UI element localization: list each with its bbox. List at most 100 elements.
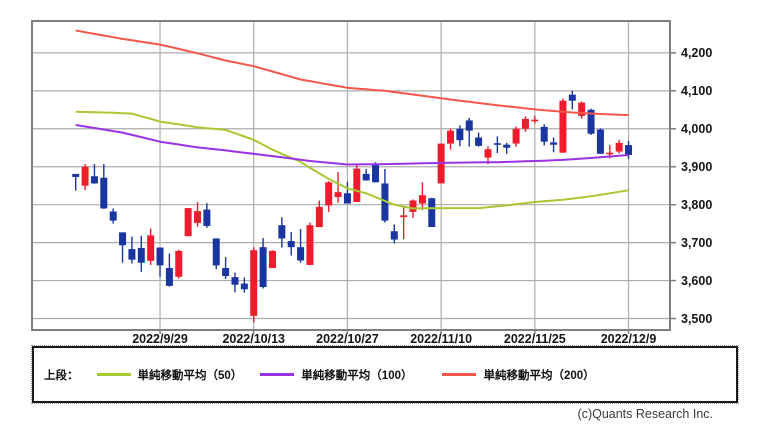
- candle-wick: [468, 117, 470, 147]
- y-axis-label: 4,000: [681, 121, 713, 136]
- candle-body: [231, 277, 239, 285]
- candle-body: [531, 119, 539, 122]
- candle: [315, 200, 323, 228]
- candle: [521, 116, 529, 132]
- x-axis-label: 2022/10/27: [316, 332, 379, 346]
- candle: [72, 173, 80, 191]
- candle: [540, 124, 548, 146]
- sma50-legend-line-icon: [96, 373, 131, 376]
- candle: [493, 136, 501, 154]
- candle-body: [587, 109, 595, 134]
- candle: [606, 145, 614, 159]
- candle-wick: [299, 228, 302, 263]
- y-axis-label: 3,700: [681, 235, 713, 250]
- candle: [362, 169, 370, 181]
- x-axis: 2022/9/29 2022/10/13 2022/10/27 2022/11/10 2…: [0, 332, 760, 348]
- candle: [147, 228, 155, 266]
- sma100-legend-line-icon: [260, 373, 295, 376]
- candle: [568, 90, 576, 110]
- candle: [381, 169, 389, 223]
- candle: [175, 249, 183, 279]
- candle: [222, 257, 230, 280]
- sma50-legend-label: 単純移動平均（50）: [137, 369, 243, 382]
- candle-wick: [346, 181, 349, 204]
- candle-body: [484, 149, 492, 158]
- x-axis-label: 2022/10/13: [222, 332, 285, 346]
- candle-wick: [402, 206, 405, 240]
- candle: [119, 232, 127, 263]
- candle: [334, 172, 342, 203]
- candle-body: [418, 195, 426, 204]
- x-axis-label: 2022/11/25: [503, 332, 566, 346]
- candle-body: [381, 183, 389, 221]
- candle-body: [184, 208, 192, 237]
- candle-body: [250, 250, 258, 316]
- candle: [109, 208, 117, 224]
- candle-body: [278, 225, 286, 239]
- candle-body: [512, 128, 520, 144]
- candle: [559, 98, 567, 153]
- candle-body: [428, 198, 436, 228]
- sma50-line: [75, 110, 629, 210]
- candle: [203, 203, 211, 228]
- candle: [390, 224, 398, 244]
- candle: [240, 277, 248, 293]
- candle: [128, 236, 136, 264]
- x-axis-label: 2022/12/9: [600, 332, 657, 346]
- plot-border: [31, 20, 671, 331]
- candle-body: [119, 232, 127, 246]
- candle: [90, 164, 98, 184]
- candle-body: [625, 145, 633, 155]
- sma200-legend-label: 単純移動平均（200）: [483, 369, 595, 382]
- candle-wick: [93, 164, 96, 184]
- candle: [531, 115, 539, 124]
- candle-body: [109, 211, 117, 221]
- candle: [231, 272, 239, 293]
- candle: [184, 208, 192, 237]
- y-axis-label: 4,100: [681, 83, 713, 98]
- candle: [353, 164, 361, 203]
- candle-body: [306, 225, 314, 266]
- candle-body: [325, 182, 333, 206]
- candle-body: [212, 238, 220, 266]
- candle-body: [559, 100, 567, 153]
- candle-body: [194, 211, 202, 223]
- candle-body: [334, 192, 342, 198]
- legend-item-sma50: 単純移動平均（50）: [96, 367, 243, 383]
- candle-body: [268, 250, 276, 269]
- candle-body: [353, 168, 361, 203]
- candle-body: [72, 173, 80, 177]
- candle: [625, 140, 633, 160]
- x-axis-label: 2022/11/10: [410, 332, 473, 346]
- candle: [512, 126, 520, 147]
- candle: [100, 164, 108, 209]
- candle: [287, 231, 295, 256]
- candle-body: [465, 120, 473, 131]
- candle-wick: [337, 172, 339, 203]
- candle-body: [475, 137, 483, 146]
- sma200-legend-line-icon: [442, 373, 477, 376]
- candle-body: [147, 235, 155, 261]
- sma200-line: [75, 29, 629, 117]
- candle-body: [343, 193, 351, 204]
- candle-body: [137, 247, 145, 263]
- candle-body: [578, 102, 586, 116]
- candle: [615, 139, 623, 154]
- candle: [156, 247, 164, 277]
- candle-body: [128, 249, 136, 260]
- candle-body: [493, 143, 501, 145]
- candle: [165, 253, 173, 287]
- candle-body: [156, 247, 164, 266]
- candle: [503, 142, 511, 154]
- candle-body: [503, 144, 511, 148]
- candle-body: [287, 241, 295, 248]
- candle-body: [400, 215, 408, 218]
- candle-body: [390, 231, 398, 240]
- candle-body: [203, 209, 211, 226]
- candle-body: [240, 283, 248, 290]
- candle-wick: [552, 137, 555, 153]
- candle: [137, 235, 145, 272]
- x-axis-label: 2022/9/29: [132, 332, 188, 346]
- candle: [306, 222, 314, 266]
